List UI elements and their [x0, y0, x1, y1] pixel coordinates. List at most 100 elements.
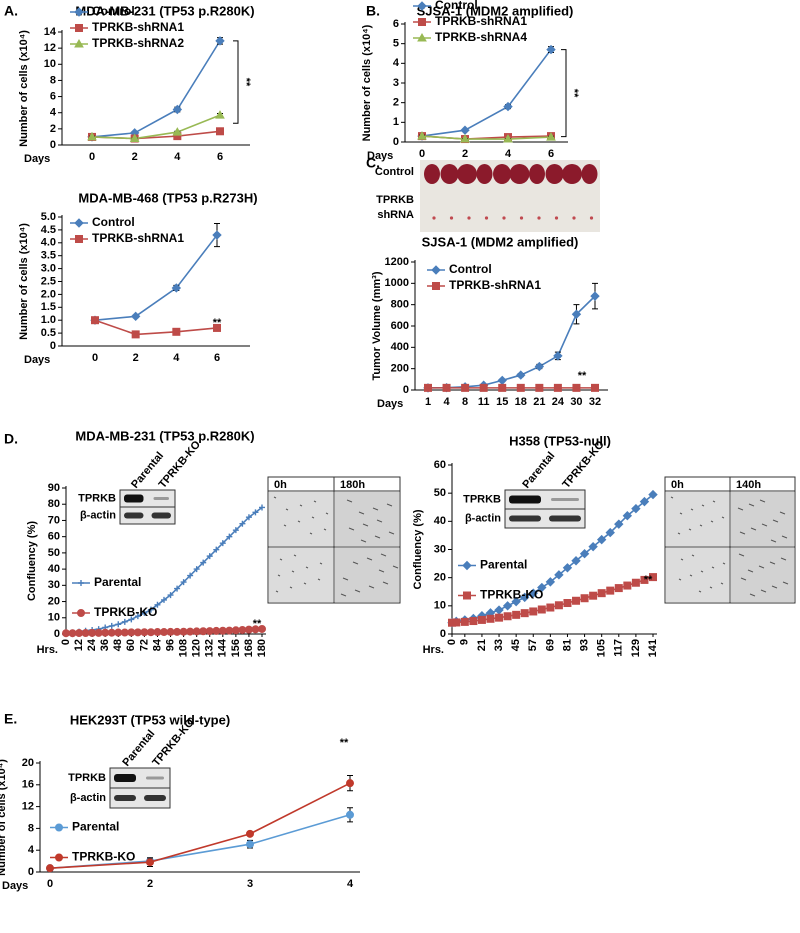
cell	[761, 523, 768, 527]
cell	[677, 532, 681, 535]
legend-marker	[75, 24, 83, 32]
tumor	[581, 164, 598, 184]
y-tick-label: 10	[434, 600, 446, 612]
tumor	[457, 164, 477, 184]
x-tick-label: 48	[112, 639, 124, 651]
tumor	[493, 164, 511, 184]
legend-marker	[74, 7, 84, 17]
cell	[283, 524, 287, 527]
marker	[219, 540, 226, 547]
y-tick-label: 1200	[385, 256, 409, 268]
x-axis-label: Days	[367, 150, 393, 162]
marker	[461, 383, 470, 392]
chart: MDA-MB-231 (TP53 p.R280K) 0 10 20 30 40 50 60 70…	[26, 428, 268, 657]
marker	[129, 133, 140, 143]
panel-label: A.	[4, 3, 18, 19]
marker	[180, 579, 187, 586]
marker	[591, 383, 599, 392]
microscopy-panel: 0h 180h	[267, 476, 401, 604]
marker	[172, 104, 183, 115]
x-tick-label: 180	[256, 639, 268, 657]
marker	[520, 609, 529, 618]
timepoint-label: 0h	[671, 479, 684, 491]
cell	[701, 504, 705, 507]
cell	[305, 566, 309, 569]
legend-marker	[77, 609, 85, 617]
marker	[494, 605, 504, 615]
y-tick-label: 80	[48, 498, 60, 510]
micrograph	[731, 492, 794, 546]
cell	[392, 565, 399, 569]
y-axis-label: Number of cells (x10⁴)	[18, 30, 30, 147]
x-tick-label: 69	[544, 639, 556, 651]
y-tick-label: 2	[393, 97, 399, 109]
marker	[127, 628, 136, 637]
legend-label: TPRKB-KO	[480, 588, 543, 602]
tumor	[476, 164, 493, 184]
marker	[173, 627, 182, 636]
cell	[700, 570, 704, 573]
marker	[146, 628, 155, 637]
x-tick-label: 4	[173, 352, 180, 364]
tumor	[572, 216, 576, 220]
marker	[631, 578, 640, 587]
cell	[386, 503, 393, 507]
legend-marker	[463, 591, 471, 600]
cell	[771, 585, 778, 589]
marker	[477, 615, 486, 624]
marker	[512, 610, 521, 619]
cell	[738, 553, 745, 557]
y-tick-label: 30	[48, 579, 60, 591]
protein-label: TPRKB	[78, 492, 116, 504]
marker	[172, 327, 181, 336]
marker	[572, 596, 581, 605]
photo-label: Control	[375, 166, 414, 178]
x-tick-label: 129	[630, 639, 642, 657]
marker	[212, 230, 222, 240]
y-tick-label: 8	[50, 74, 56, 86]
cell	[352, 561, 359, 565]
marker	[121, 618, 128, 625]
x-axis-label: Hrs.	[37, 644, 58, 656]
x-tick-label: 21	[533, 396, 545, 408]
y-tick-label: 90	[48, 482, 60, 494]
x-tick-label: 144	[217, 638, 229, 657]
photo-label: shRNA	[377, 209, 414, 221]
cell	[780, 557, 787, 561]
cell	[325, 512, 329, 515]
panel-label: C.	[366, 155, 380, 171]
y-tick-label: 800	[391, 299, 409, 311]
marker	[537, 605, 546, 614]
chart: MDA-MB-468 (TP53 p.R273H)00.51.01.52.02.…	[18, 190, 258, 365]
chart: SJSA-1 (MDM2 amplified) 0 200 400 600 800 1000…	[371, 234, 608, 410]
cell	[297, 520, 301, 523]
cell	[770, 539, 777, 543]
cell	[712, 500, 716, 503]
cell	[721, 516, 725, 519]
protein-label: β-actin	[465, 512, 501, 524]
x-tick-label: 6	[548, 148, 554, 160]
marker	[553, 383, 562, 392]
marker	[225, 626, 234, 635]
x-tick-label: 33	[493, 639, 505, 651]
cell	[378, 569, 385, 573]
marker	[495, 613, 504, 622]
y-tick-label: 70	[48, 514, 60, 526]
x-tick-label: 2	[462, 148, 468, 160]
x-tick-label: 57	[527, 639, 539, 651]
tumor	[537, 216, 541, 220]
y-tick-label: 10	[48, 612, 60, 624]
marker	[120, 628, 129, 637]
marker	[640, 575, 649, 584]
marker	[160, 628, 168, 637]
panel-label: B.	[366, 3, 380, 19]
marker	[519, 592, 530, 603]
marker	[460, 125, 470, 135]
tumor	[529, 164, 545, 184]
significance-label: **	[568, 89, 580, 98]
series-line	[421, 135, 552, 140]
marker	[479, 383, 488, 392]
y-tick-label: 400	[391, 341, 409, 353]
legend-label: TPRKB-shRNA1	[435, 14, 527, 28]
protein-label: β-actin	[80, 509, 116, 521]
